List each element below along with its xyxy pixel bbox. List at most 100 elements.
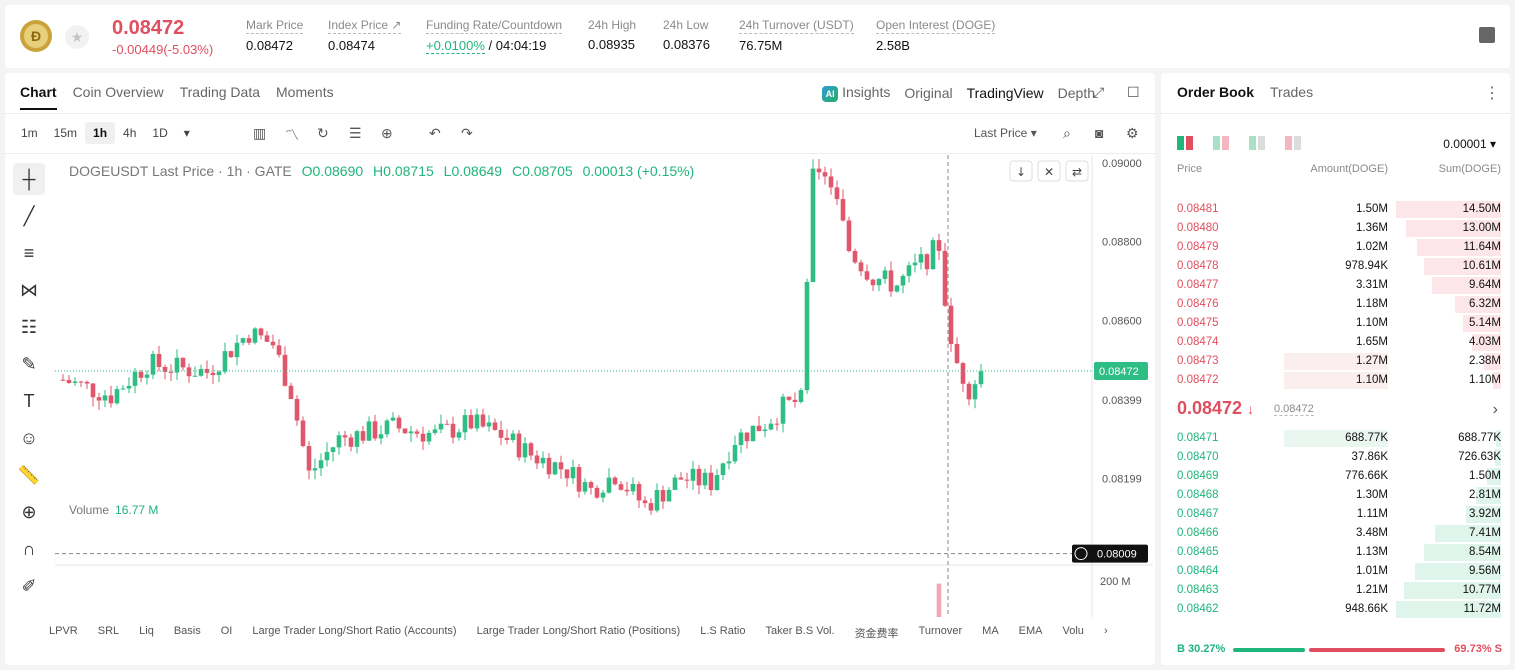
row-sum: 1.10M <box>1469 374 1501 386</box>
book-mode-both-icon[interactable] <box>1177 136 1193 150</box>
add-indicator-icon[interactable]: ⊕ <box>381 125 393 141</box>
book-mode-bids-icon[interactable] <box>1249 136 1265 150</box>
tab-moments[interactable]: Moments <box>276 84 334 100</box>
candle-body <box>672 477 678 490</box>
ask-row[interactable]: 0.08475 1.10M 5.14M <box>1161 314 1510 333</box>
precision-select[interactable]: 0.00001 ▾ <box>1443 137 1496 151</box>
indicator-item[interactable]: LPVR <box>49 625 78 637</box>
chevron-right-icon[interactable]: › <box>1103 625 1108 637</box>
camera-icon[interactable]: ◙ <box>1095 125 1104 141</box>
bid-row[interactable]: 0.08464 1.01M 9.56M <box>1161 562 1510 581</box>
crosshair-tool-icon[interactable]: ┼ <box>13 163 45 195</box>
chart-tabs: Chart Coin Overview Trading Data Moments <box>20 84 334 110</box>
bid-row[interactable]: 0.08471 688.77K 688.77K <box>1161 429 1510 448</box>
price-source-select[interactable]: Last Price ▾ <box>974 126 1037 140</box>
bid-row[interactable]: 0.08466 3.48M 7.41M <box>1161 524 1510 543</box>
pencil-lock-icon[interactable]: ✐ <box>21 575 37 596</box>
bid-row[interactable]: 0.08465 1.13M 8.54M <box>1161 543 1510 562</box>
refresh-icon[interactable]: ↻ <box>317 125 329 141</box>
indicator-icon[interactable]: 〽 <box>285 127 299 143</box>
indicator-item[interactable]: Turnover <box>918 625 963 637</box>
pattern-tool-icon[interactable]: ⋈ <box>20 279 38 300</box>
list-icon[interactable]: ☰ <box>349 125 362 141</box>
ask-row[interactable]: 0.08479 1.02M 11.64M <box>1161 238 1510 257</box>
chevron-right-icon[interactable]: › <box>1492 401 1498 418</box>
candlestick-chart[interactable]: 0.09000 0.08800 0.08600 0.08399 0.08199 0.084… <box>55 155 1153 617</box>
more-menu-icon[interactable]: ⋮ <box>1484 85 1500 102</box>
brush-tool-icon[interactable]: ✎ <box>21 353 37 374</box>
timeframe-dropdown-icon[interactable]: ▾ <box>183 126 190 140</box>
tab-coin-overview[interactable]: Coin Overview <box>72 84 164 100</box>
book-mode-asks-icon[interactable] <box>1285 136 1301 150</box>
indicator-item[interactable]: OI <box>220 625 233 637</box>
notes-icon[interactable] <box>1479 27 1495 43</box>
indicator-item[interactable]: Taker B.S Vol. <box>765 625 835 637</box>
ask-row[interactable]: 0.08477 3.31M 9.64M <box>1161 276 1510 295</box>
zoom-in-tool-icon[interactable]: ⊕ <box>21 501 37 522</box>
timeframe-15m[interactable]: 15m <box>53 126 78 140</box>
timeframe-4h[interactable]: 4h <box>123 126 137 140</box>
candle-body <box>246 338 252 343</box>
tab-order-book[interactable]: Order Book <box>1177 84 1255 100</box>
tab-tradingview[interactable]: TradingView <box>966 85 1044 101</box>
indicator-item[interactable]: MA <box>982 625 999 637</box>
bid-row[interactable]: 0.08470 37.86K 726.63K <box>1161 448 1510 467</box>
tab-chart[interactable]: Chart <box>20 84 57 110</box>
bid-row[interactable]: 0.08462 948.66K 11.72M <box>1161 600 1510 619</box>
settings-gear-icon[interactable]: ⚙ <box>1126 125 1139 141</box>
stat-label[interactable]: Mark Price <box>246 18 304 34</box>
trend-line-tool-icon[interactable]: ╱ <box>23 205 35 226</box>
fib-tool-icon[interactable]: ☷ <box>20 316 38 337</box>
stat-value: 0.08472 <box>246 38 293 53</box>
timeframe-1d[interactable]: 1D <box>152 126 168 140</box>
indicator-item[interactable]: Large Trader Long/Short Ratio (Positions… <box>476 625 681 637</box>
indicator-item[interactable]: Liq <box>139 625 154 637</box>
window-icon[interactable]: ☐ <box>1127 84 1140 100</box>
tab-depth[interactable]: Depth <box>1057 85 1095 101</box>
bid-row[interactable]: 0.08463 1.21M 10.77M <box>1161 581 1510 600</box>
tab-original[interactable]: Original <box>904 85 953 101</box>
ask-row[interactable]: 0.08473 1.27M 2.38M <box>1161 352 1510 371</box>
bid-row[interactable]: 0.08468 1.30M 2.81M <box>1161 486 1510 505</box>
indicator-item[interactable]: EMA <box>1018 625 1043 637</box>
candle-body <box>210 372 216 376</box>
favorite-star-icon[interactable]: ★ <box>65 25 89 49</box>
tab-trades[interactable]: Trades <box>1270 84 1314 100</box>
ask-row[interactable]: 0.08480 1.36M 13.00M <box>1161 219 1510 238</box>
horizontal-lines-tool-icon[interactable]: ≡ <box>23 242 35 263</box>
candle-body <box>912 262 918 266</box>
tab-trading-data[interactable]: Trading Data <box>179 84 261 100</box>
candle-type-icon[interactable]: ▥ <box>253 125 267 141</box>
tab-insights[interactable]: AI Insights <box>822 84 890 102</box>
ask-row[interactable]: 0.08472 1.10M 1.10M <box>1161 371 1510 390</box>
indicator-item[interactable]: Large Trader Long/Short Ratio (Accounts) <box>252 625 457 637</box>
search-icon[interactable]: ⌕ <box>1063 125 1071 141</box>
timeframe-1m[interactable]: 1m <box>21 126 38 140</box>
ask-row[interactable]: 0.08474 1.65M 4.03M <box>1161 333 1510 352</box>
ask-row[interactable]: 0.08476 1.18M 6.32M <box>1161 295 1510 314</box>
stat-label[interactable]: Open Interest (DOGE) <box>876 18 996 34</box>
emoji-tool-icon[interactable]: ☺ <box>19 427 39 448</box>
ask-row[interactable]: 0.08478 978.94K 10.61M <box>1161 257 1510 276</box>
indicator-item[interactable]: L.S Ratio <box>700 625 746 637</box>
magnet-tool-icon[interactable]: ∩ <box>22 538 36 559</box>
text-tool-icon[interactable]: T <box>23 390 35 411</box>
funding-rate-value[interactable]: +0.0100% <box>426 38 485 54</box>
ask-row[interactable]: 0.08481 1.50M 14.50M <box>1161 200 1510 219</box>
stat-label[interactable]: Index Price ↗ <box>328 18 402 34</box>
candle-body <box>468 415 474 429</box>
ruler-tool-icon[interactable]: 📏 <box>17 464 41 485</box>
indicator-item[interactable]: SRL <box>97 625 120 637</box>
indicator-item[interactable]: 资金费率 <box>854 628 899 640</box>
stat-label[interactable]: 24h Turnover (USDT) <box>739 18 854 34</box>
stat-label[interactable]: Funding Rate/Countdown <box>426 18 563 34</box>
bid-row[interactable]: 0.08467 1.11M 3.92M <box>1161 505 1510 524</box>
timeframe-1h[interactable]: 1h <box>85 122 116 144</box>
book-mode-split-icon[interactable] <box>1213 136 1229 150</box>
redo-icon[interactable]: ↷ <box>461 125 473 141</box>
indicator-item[interactable]: Volu <box>1062 625 1084 637</box>
bid-row[interactable]: 0.08469 776.66K 1.50M <box>1161 467 1510 486</box>
undo-icon[interactable]: ↶ <box>429 125 441 141</box>
indicator-item[interactable]: Basis <box>173 625 201 637</box>
expand-icon[interactable]: ⤢ <box>1093 84 1105 100</box>
